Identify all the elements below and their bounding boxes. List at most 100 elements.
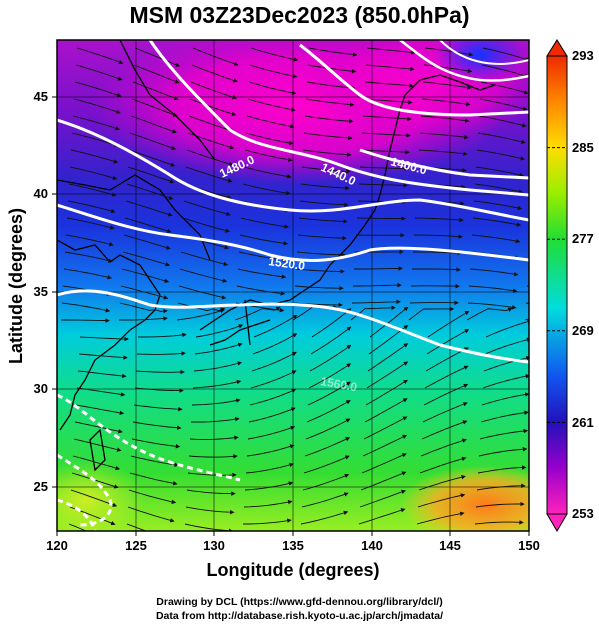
streamline: [295, 268, 345, 274]
streamline: [422, 402, 468, 423]
streamline: [188, 454, 238, 459]
streamline: [307, 64, 357, 74]
streamline: [419, 132, 469, 140]
streamline: [358, 508, 406, 525]
streamline: [138, 332, 187, 338]
streamline: [361, 453, 407, 474]
height-contours: [57, 40, 529, 531]
streamline: [189, 435, 239, 440]
streamline: [359, 489, 406, 508]
streamline: [484, 337, 529, 355]
streamline: [480, 410, 529, 423]
streamline: [363, 98, 413, 105]
axis-ticks: [52, 96, 530, 536]
streamline: [420, 438, 467, 457]
streamline: [244, 481, 294, 491]
streamline: [468, 285, 518, 293]
streamline: [72, 115, 120, 131]
streamline: [250, 370, 297, 389]
streamline: [420, 115, 470, 123]
streamline: [133, 404, 183, 412]
streamline: [423, 64, 473, 74]
streamline: [246, 115, 295, 129]
streamline: [369, 306, 409, 338]
x-tick-label: 120: [46, 538, 68, 553]
streamline: [182, 217, 230, 233]
streamline: [76, 387, 126, 397]
streamline: [63, 268, 112, 280]
colorbar-tick-label: 253: [572, 506, 594, 521]
streamline: [353, 282, 402, 288]
y-tick-label: 40: [34, 186, 48, 201]
streamline: [136, 351, 186, 356]
streamline: [296, 251, 346, 258]
streamline: [308, 363, 352, 389]
streamline: [247, 425, 296, 440]
y-tick-labels: 45 40 35 30 25: [34, 89, 48, 494]
streamline: [177, 302, 226, 312]
streamline: [128, 149, 176, 167]
streamline: [408, 306, 455, 321]
streamline: [193, 361, 243, 372]
streamline: [122, 251, 171, 267]
streamline: [364, 398, 408, 423]
streamline: [187, 132, 235, 150]
colorbar-tick-label: 277: [572, 231, 594, 246]
streamline: [471, 234, 521, 244]
streamline: [412, 267, 461, 272]
streamline: [416, 511, 465, 525]
streamline: [179, 268, 228, 283]
streamline: [300, 183, 350, 191]
streamline: [75, 404, 125, 416]
y-axis-label: Latitude (degrees): [6, 208, 26, 364]
streamline: [236, 285, 286, 296]
streamline: [70, 489, 118, 507]
streamline: [191, 64, 238, 83]
streamline: [301, 492, 349, 508]
streamline: [191, 398, 241, 406]
streamline: [475, 166, 525, 178]
streamline: [478, 447, 528, 457]
streamline: [120, 285, 169, 300]
streamline: [68, 523, 88, 531]
streamline: [413, 234, 463, 239]
streamline: [310, 326, 352, 355]
plot-area: 1480.0 1440.0 1400.0 1520.0 1560.0: [57, 40, 529, 531]
streamline: [469, 268, 519, 277]
streamline: [249, 64, 298, 79]
streamline: [302, 473, 350, 491]
streamline: [474, 520, 524, 525]
streamline: [194, 342, 243, 355]
streamline: [247, 98, 296, 112]
streamline: [309, 344, 352, 372]
streamline: [126, 183, 174, 200]
streamline: [303, 132, 353, 141]
streamline: [68, 183, 117, 197]
streamline: [418, 475, 466, 491]
streamline: [127, 166, 175, 184]
streamline: [426, 329, 470, 355]
streamline: [75, 64, 123, 81]
streamline: [72, 455, 121, 471]
streamline: [250, 47, 299, 62]
colorbar-tick-label: 269: [572, 323, 594, 338]
streamline: [251, 351, 297, 372]
streamline: [307, 381, 351, 406]
streamline: [66, 217, 115, 230]
streamline: [243, 166, 292, 179]
streamline: [130, 115, 177, 134]
streamline: [297, 234, 347, 241]
streamline: [195, 324, 244, 338]
colorbar-bottom-arrow: [546, 513, 568, 532]
streamline: [65, 234, 114, 247]
streamline: [298, 217, 348, 224]
streamline: [191, 416, 240, 423]
streamline: [183, 200, 231, 217]
streamline: [244, 149, 293, 162]
streamline: [360, 149, 410, 155]
streamline: [365, 379, 408, 406]
streamline: [303, 455, 350, 474]
streamline: [359, 166, 409, 171]
streamline: [71, 132, 120, 147]
